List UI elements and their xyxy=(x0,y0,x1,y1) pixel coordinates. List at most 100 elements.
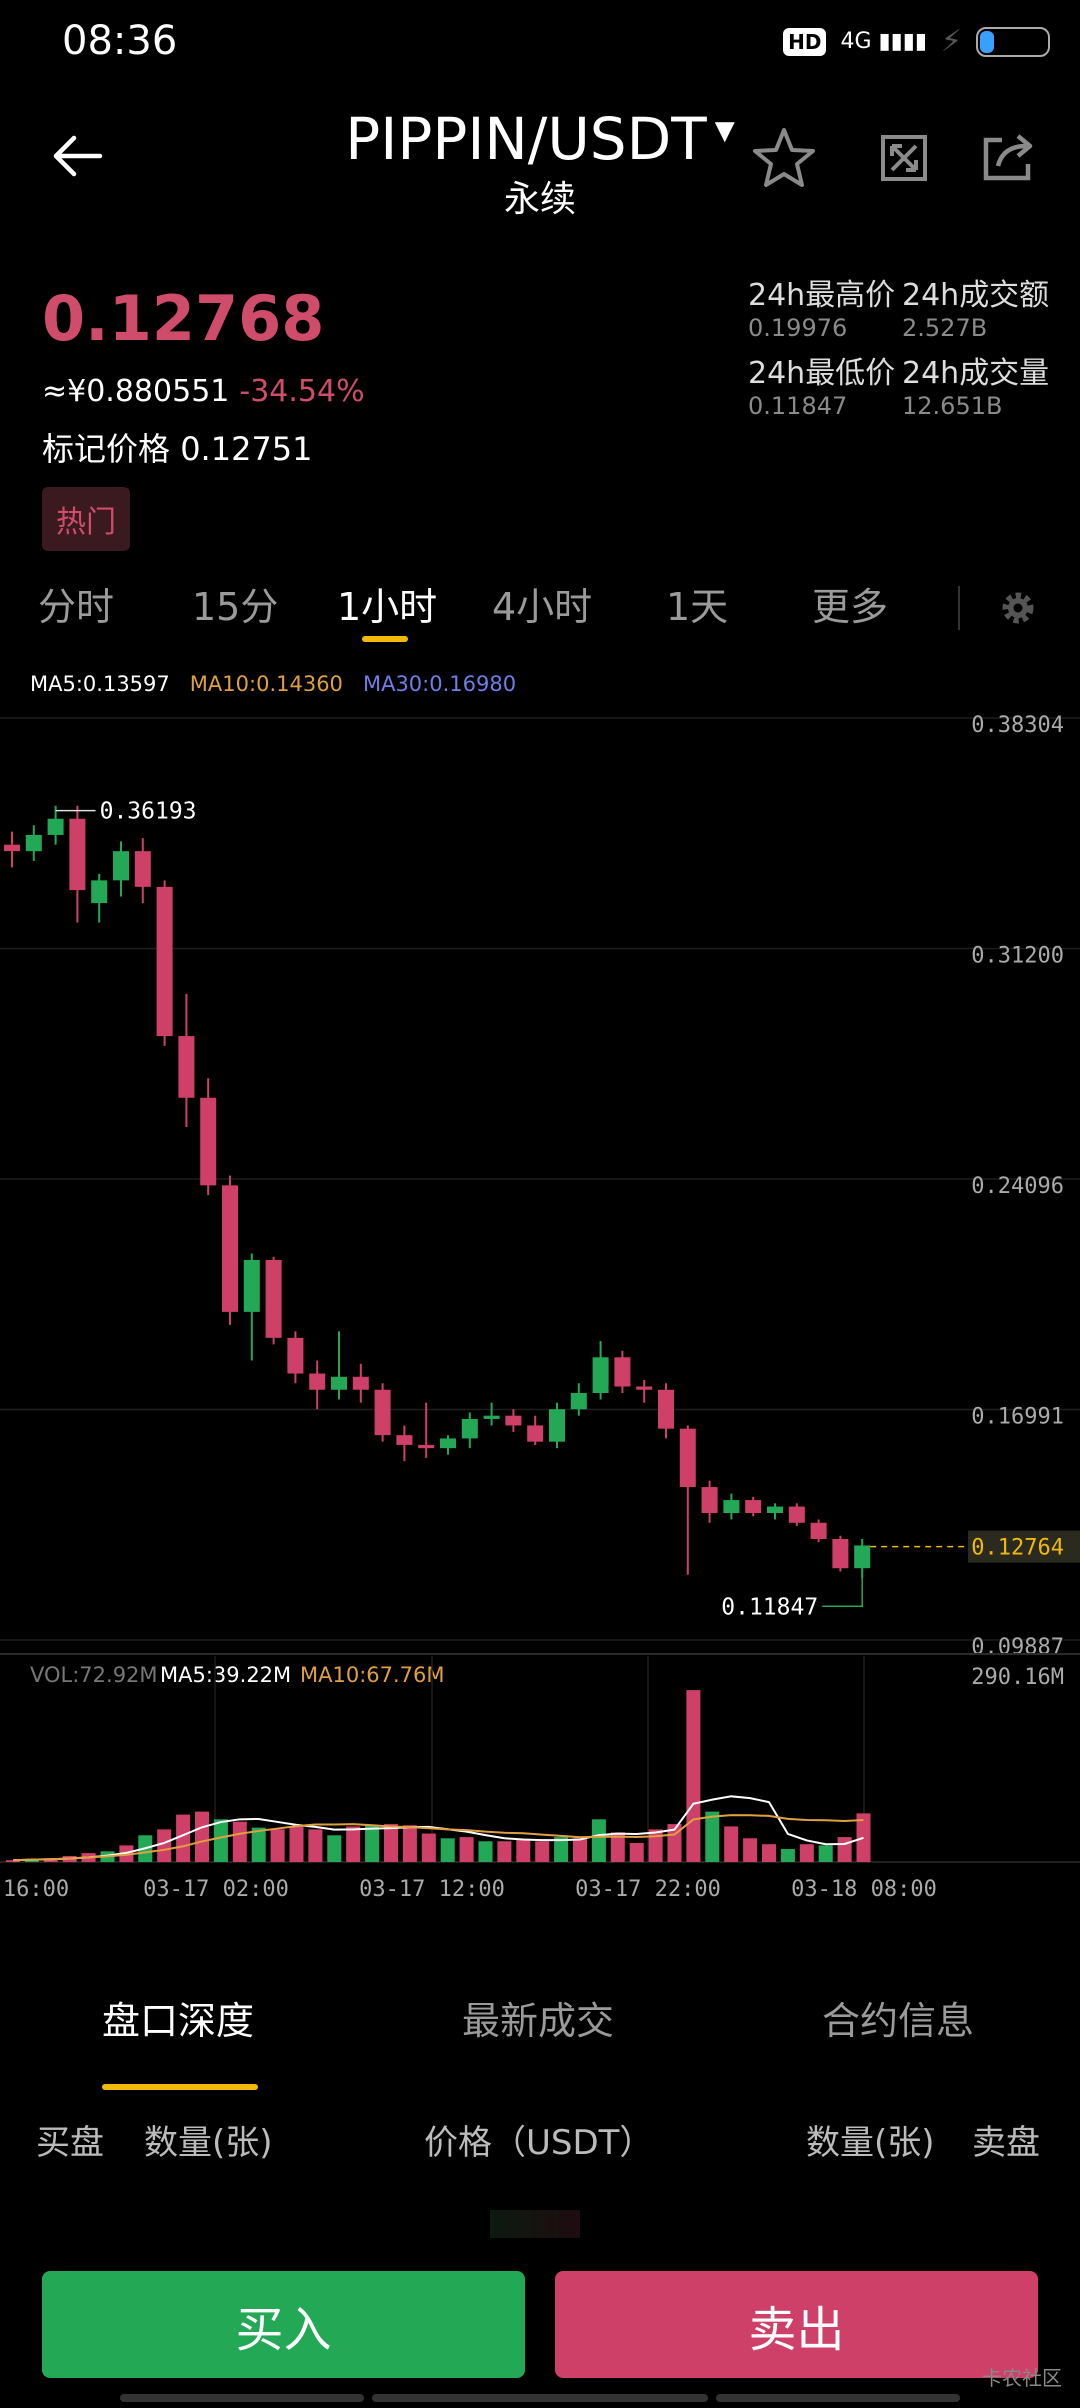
volume-bar xyxy=(6,1860,20,1862)
back-arrow-icon[interactable] xyxy=(48,126,108,186)
share-icon[interactable] xyxy=(982,132,1038,182)
period-tab-15m[interactable]: 15分 xyxy=(192,585,279,629)
volume-bar xyxy=(213,1819,228,1862)
caret-down-icon: ▼ xyxy=(714,115,735,146)
volume-bar xyxy=(837,1837,852,1862)
candle-body xyxy=(265,1259,282,1338)
volume-bar xyxy=(705,1811,720,1862)
candle-body xyxy=(113,851,129,881)
nav-bar-segment xyxy=(716,2394,960,2402)
stat-low-label: 24h最低价 xyxy=(748,356,896,391)
volume-bar xyxy=(402,1825,417,1862)
col-ask-qty: 数量(张) xyxy=(806,2123,935,2163)
fullscreen-icon[interactable] xyxy=(880,134,928,182)
ma30-legend: MA30:0.16980 xyxy=(362,672,517,696)
vol-ma10-line xyxy=(12,1814,864,1862)
volume-bar xyxy=(421,1833,436,1862)
hd-icon: HD xyxy=(783,27,827,56)
candle-body xyxy=(854,1545,871,1569)
stat-volume-label: 24h成交量 xyxy=(902,356,1050,391)
volume-bar xyxy=(667,1824,682,1862)
period-tab-1d[interactable]: 1天 xyxy=(666,585,729,629)
network-label: 4G xyxy=(840,29,872,54)
volume-bar xyxy=(516,1839,531,1862)
chart-settings-gear-icon[interactable] xyxy=(998,588,1038,628)
mark-price-label: 标记价格 xyxy=(42,430,171,468)
volume-bar xyxy=(648,1829,663,1862)
candle-body xyxy=(200,1097,217,1186)
candle-body xyxy=(69,818,86,891)
candle-body xyxy=(788,1506,805,1523)
candle-body xyxy=(527,1425,544,1442)
candlestick-chart[interactable]: 0.38304 0.31200 0.24096 0.16991 0.09887 VOL:… xyxy=(0,700,1080,1900)
volume-bar xyxy=(440,1838,455,1862)
candle-body xyxy=(549,1409,565,1442)
volume-bar xyxy=(573,1838,587,1862)
candle-body xyxy=(374,1389,391,1436)
candle-body xyxy=(745,1500,762,1514)
volume-bar xyxy=(686,1690,701,1862)
cny-value: ≈¥0.880551 xyxy=(42,374,230,409)
candle-body xyxy=(658,1389,674,1429)
signal-icon: 4G ▮▮▮▮ xyxy=(840,29,927,54)
candle-body xyxy=(25,834,42,852)
active-tab-indicator xyxy=(102,2084,258,2090)
col-bid-qty: 数量(张) xyxy=(144,2123,273,2163)
tab-latest-trades[interactable]: 最新成交 xyxy=(462,1999,615,2043)
tab-order-depth[interactable]: 盘口深度 xyxy=(102,1999,255,2043)
stat-turnover-value: 2.527B xyxy=(902,314,988,342)
high-marker-label: 0.36193 xyxy=(100,799,197,825)
stat-volume-value: 12.651B xyxy=(902,392,1003,420)
volume-bar xyxy=(497,1841,512,1862)
volume-bar xyxy=(780,1848,795,1862)
ma-legend: MA5:0.13597 MA10:0.14360 MA30:0.16980 xyxy=(30,672,516,696)
mark-price-value: 0.12751 xyxy=(180,430,313,468)
volume-bar xyxy=(251,1827,266,1862)
mark-price: 标记价格 0.12751 xyxy=(42,424,313,470)
y-tick-label: 0.31200 xyxy=(971,944,1064,969)
candle-body xyxy=(4,844,20,852)
period-tab-time[interactable]: 分时 xyxy=(38,585,115,629)
candle-body xyxy=(701,1487,718,1514)
y-tick-label: 0.16991 xyxy=(971,1405,1064,1430)
x-tick-label: 03-17 12:00 xyxy=(359,1877,505,1900)
y-tick-label: 0.24096 xyxy=(971,1174,1064,1199)
battery-icon xyxy=(976,26,1050,57)
pair-selector[interactable]: PIPPIN/USDT ▼ xyxy=(0,105,1080,173)
vol-max-label: 290.16M xyxy=(971,1665,1064,1690)
cny-price: ≈¥0.880551 -34.54% xyxy=(42,374,365,409)
volume-bar xyxy=(346,1826,361,1862)
candle-body xyxy=(156,886,173,1037)
status-time: 08:36 xyxy=(62,18,178,64)
candle-body xyxy=(243,1259,260,1312)
candle-body xyxy=(47,818,64,835)
low-marker-line xyxy=(822,1566,863,1608)
volume-bar xyxy=(270,1829,285,1862)
volume-bar xyxy=(195,1811,209,1862)
volume-bar xyxy=(232,1821,247,1862)
volume-bar xyxy=(384,1824,398,1862)
x-tick-label: 03-17 02:00 xyxy=(143,1877,289,1900)
period-tab-1h[interactable]: 1小时 xyxy=(337,585,438,629)
candle-body xyxy=(679,1428,696,1488)
active-period-indicator xyxy=(362,636,408,642)
volume-bar xyxy=(535,1841,550,1862)
hot-badge: 热门 xyxy=(42,487,130,551)
sell-button[interactable]: 卖出 xyxy=(555,2271,1038,2378)
buy-button[interactable]: 买入 xyxy=(42,2271,525,2378)
candle-body xyxy=(352,1376,369,1390)
volume-bar xyxy=(459,1837,474,1862)
candle-body xyxy=(178,1036,195,1098)
period-tab-more[interactable]: 更多 xyxy=(812,585,889,629)
candle-body xyxy=(222,1185,238,1312)
favorite-star-icon[interactable] xyxy=(752,126,816,190)
volume-bar xyxy=(724,1826,739,1862)
volume-bar xyxy=(365,1825,380,1862)
volume-bar xyxy=(591,1819,606,1862)
nav-bar-segment xyxy=(120,2394,364,2402)
low-marker-label: 0.11847 xyxy=(721,1594,818,1620)
period-tab-4h[interactable]: 4小时 xyxy=(492,585,593,629)
volume-bar xyxy=(554,1837,569,1862)
volume-bar xyxy=(289,1826,304,1862)
tab-contract-info[interactable]: 合约信息 xyxy=(822,1999,975,2043)
